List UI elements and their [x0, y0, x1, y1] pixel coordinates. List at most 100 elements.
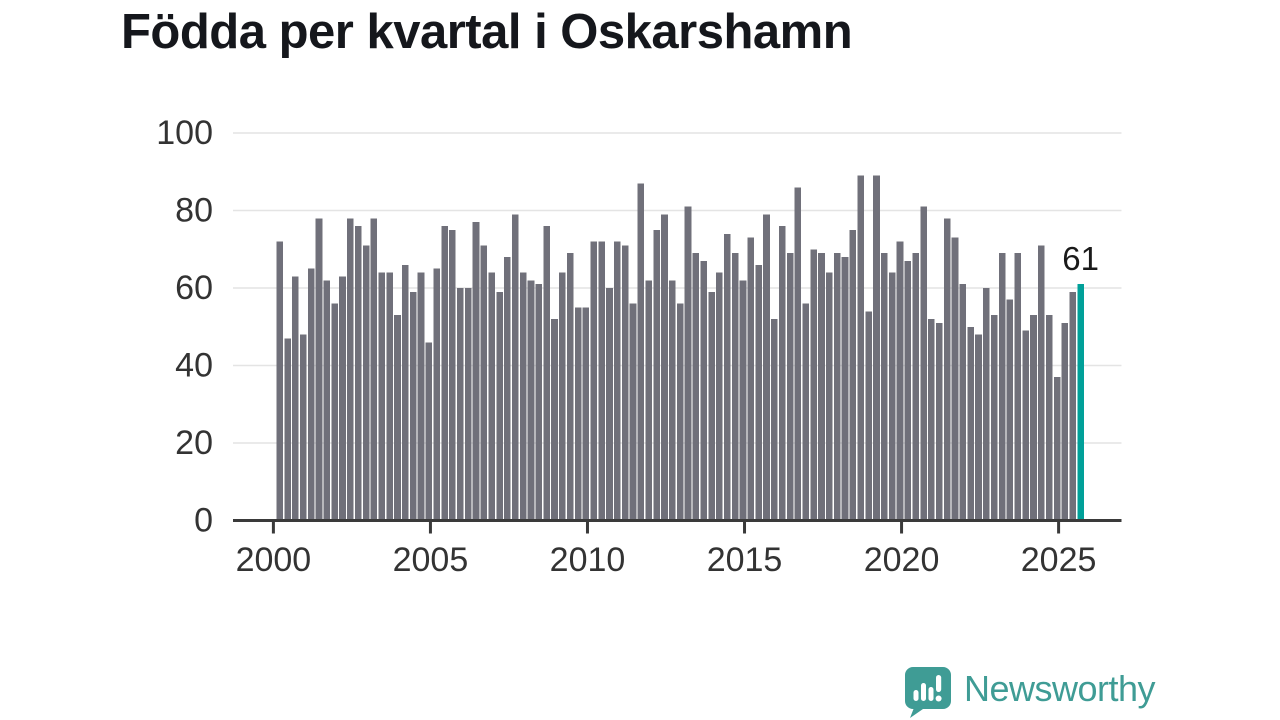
- bar: [1038, 245, 1045, 521]
- bar: [818, 253, 825, 521]
- bar: [951, 237, 959, 521]
- bar: [551, 319, 558, 521]
- bar: [1022, 330, 1029, 521]
- bar: [778, 226, 786, 521]
- bar: [590, 241, 598, 521]
- bar: [425, 342, 433, 521]
- bar: [802, 303, 810, 521]
- bar: [747, 237, 755, 521]
- bar: [708, 291, 715, 521]
- bar: [975, 334, 982, 521]
- y-tick-label: 20: [175, 424, 213, 462]
- bar: [606, 288, 613, 521]
- bar: [857, 175, 865, 521]
- bar: [299, 334, 307, 521]
- x-tick-label: 2010: [550, 541, 626, 579]
- bar: [1045, 315, 1053, 521]
- bar: [582, 307, 590, 521]
- bar: [983, 288, 990, 521]
- bar: [1006, 299, 1014, 521]
- bar: [1053, 377, 1061, 521]
- bar: [362, 245, 370, 521]
- newsworthy-logo-icon: [905, 667, 951, 718]
- bar: [896, 241, 904, 521]
- bar: [535, 284, 543, 521]
- bar: [598, 241, 605, 521]
- bar: [566, 253, 574, 521]
- bar: [943, 218, 951, 521]
- bar: [881, 253, 888, 521]
- bar: [621, 245, 629, 521]
- bar: [755, 264, 762, 521]
- bar: [323, 280, 331, 521]
- bar: [378, 272, 386, 521]
- bar: [1030, 315, 1037, 521]
- bar: [370, 218, 378, 521]
- bar: [409, 291, 417, 521]
- bar: [967, 326, 974, 521]
- bar: [661, 214, 668, 521]
- bar: [849, 229, 857, 521]
- bar: [669, 280, 676, 521]
- bar: [959, 284, 967, 521]
- x-tick-label: 2000: [236, 541, 312, 579]
- bar: [464, 288, 472, 521]
- bar: [888, 272, 896, 521]
- bar: [559, 272, 566, 521]
- bar: [457, 288, 464, 521]
- bar: [1014, 253, 1022, 521]
- bar: [912, 253, 920, 521]
- bar: [990, 315, 998, 521]
- bar: [574, 307, 582, 521]
- bar: [496, 291, 503, 521]
- bar: [904, 260, 912, 521]
- bar: [394, 315, 401, 521]
- bar: [402, 264, 409, 521]
- bar: [928, 319, 935, 521]
- bar: [1061, 322, 1069, 521]
- bar: [786, 253, 794, 521]
- bar: [519, 272, 527, 521]
- y-tick-label: 40: [175, 347, 213, 385]
- bar: [935, 322, 943, 521]
- y-tick-label: 0: [194, 502, 213, 540]
- bar: [347, 218, 354, 521]
- bar: [771, 319, 778, 521]
- bar: [865, 311, 872, 521]
- bar: [331, 303, 338, 521]
- x-tick-label: 2020: [864, 541, 940, 579]
- bar: [433, 268, 441, 521]
- bar: [716, 272, 723, 521]
- bar: [504, 257, 511, 521]
- bar: [527, 280, 535, 521]
- bar: [480, 245, 488, 521]
- bar: [998, 253, 1006, 521]
- x-tick-label: 2005: [393, 541, 469, 579]
- bar: [284, 338, 291, 521]
- bars: [276, 175, 1084, 521]
- highlighted-bar: [1077, 284, 1084, 521]
- bar: [292, 276, 299, 521]
- bar: [920, 206, 927, 521]
- bar: [763, 214, 770, 521]
- y-tick-label: 80: [175, 192, 213, 230]
- bar: [543, 226, 550, 521]
- bar: [637, 183, 645, 521]
- bar: [794, 187, 802, 521]
- bar: [488, 272, 495, 521]
- bar: [826, 272, 833, 521]
- bar: [417, 272, 425, 521]
- bar: [700, 260, 708, 521]
- newsworthy-logo: Newsworthy: [901, 666, 1156, 718]
- bar: [739, 280, 747, 521]
- bar: [833, 253, 841, 521]
- bar: [676, 303, 684, 521]
- bar: [873, 175, 880, 521]
- y-tick-label: 60: [175, 269, 213, 307]
- bar: [629, 303, 637, 521]
- bar: [472, 222, 480, 521]
- bar: [315, 218, 323, 521]
- bar: [684, 206, 692, 521]
- bar: [723, 233, 731, 521]
- bar: [810, 249, 817, 521]
